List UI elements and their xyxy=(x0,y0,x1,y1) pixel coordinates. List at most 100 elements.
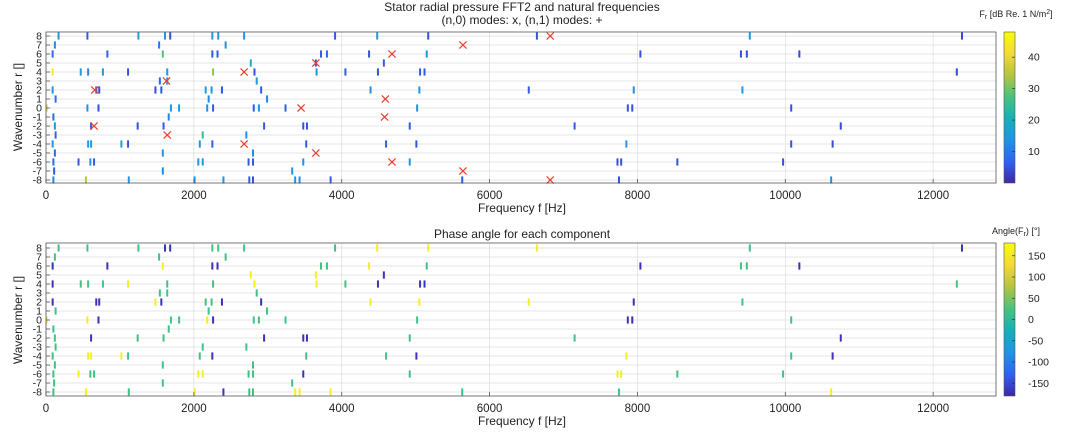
y-axis-label: Wavenumber r [] xyxy=(11,276,25,364)
y-tick-label: -1 xyxy=(33,324,42,336)
y-tick-label: 6 xyxy=(36,261,42,273)
x-tick-label: 0 xyxy=(43,403,49,415)
grid xyxy=(45,32,996,183)
y-tick-label: 8 xyxy=(36,31,42,43)
x-tick-label: 10000 xyxy=(769,403,801,415)
x-tick-labels: 0 2000 4000 6000 8000 10000 12000 xyxy=(43,179,949,202)
plot-area xyxy=(46,243,996,396)
colorbar-ticks: 10 20 30 40 xyxy=(1012,52,1040,158)
y-tick-label: 3 xyxy=(36,76,42,88)
natural-frequency-marker xyxy=(240,67,249,77)
natural-frequency-marker xyxy=(387,157,397,167)
natural-frequency-marker xyxy=(162,76,171,86)
y-tick-label: -7 xyxy=(33,166,42,178)
natural-frequency-markers xyxy=(90,31,555,185)
y-tick-label: 7 xyxy=(36,252,42,264)
x-tick-label: 6000 xyxy=(477,190,503,202)
natural-frequency-marker xyxy=(240,139,249,149)
y-tick-label: -5 xyxy=(33,360,42,372)
y-tick-label: -6 xyxy=(33,369,42,381)
colorbar-tick-label: -150 xyxy=(1028,378,1049,390)
natural-frequency-marker xyxy=(546,175,555,185)
natural-frequency-marker xyxy=(90,121,99,131)
phase-panel: Phase angle for each component 876543210… xyxy=(11,226,1049,428)
y-tick-label: 7 xyxy=(36,40,42,52)
natural-frequency-marker xyxy=(380,112,389,122)
colorbar-tick-label: -50 xyxy=(1028,335,1043,347)
y-tick-label: -7 xyxy=(33,378,42,390)
colorbar-tick-label: 100 xyxy=(1028,272,1046,284)
colorbar-tick-label: 50 xyxy=(1028,293,1040,305)
y-tick-label: -2 xyxy=(33,333,42,345)
x-tick-label: 12000 xyxy=(917,403,949,415)
y-tick-label: -3 xyxy=(33,342,42,354)
colorbar: Angle(Fr) [°] 150 100 50 0 -50 -100 -150 xyxy=(992,226,1049,397)
x-tick-label: 4000 xyxy=(329,190,355,202)
x-tick-label: 8000 xyxy=(625,403,651,415)
spectral-lines xyxy=(45,32,963,184)
chart-title: Phase angle for each component xyxy=(434,227,611,241)
x-tick-label: 4000 xyxy=(329,403,355,415)
colorbar-tick-label: 10 xyxy=(1028,146,1040,158)
y-tick-label: -4 xyxy=(33,139,42,151)
natural-frequency-marker xyxy=(458,40,467,50)
y-tick-label: -8 xyxy=(33,387,42,399)
x-tick-labels: 0 2000 4000 6000 8000 10000 12000 xyxy=(43,392,949,415)
spectral-lines xyxy=(45,244,963,396)
y-tick-label: 2 xyxy=(36,297,42,309)
y-tick-label: -2 xyxy=(33,121,42,133)
x-tick-label: 10000 xyxy=(769,190,801,202)
y-tick-label: -4 xyxy=(33,351,42,363)
y-tick-label: 8 xyxy=(36,243,42,255)
y-tick-label: -8 xyxy=(33,175,42,187)
colorbar-tick-label: 20 xyxy=(1028,115,1040,127)
y-tick-label: -6 xyxy=(33,157,42,169)
y-tick-label: -1 xyxy=(33,112,42,124)
x-tick-label: 6000 xyxy=(477,403,503,415)
x-tick-label: 8000 xyxy=(625,190,651,202)
x-tick-label: 2000 xyxy=(181,403,207,415)
y-tick-label: 2 xyxy=(36,85,42,97)
y-tick-label: -3 xyxy=(33,130,42,142)
y-tick-label: 5 xyxy=(36,58,42,70)
y-tick-label: 1 xyxy=(36,94,42,106)
colorbar-tick-label: -100 xyxy=(1028,357,1049,369)
y-tick-label: 6 xyxy=(36,49,42,61)
natural-frequency-marker xyxy=(311,148,320,158)
natural-frequency-marker xyxy=(458,166,467,176)
natural-frequency-marker xyxy=(311,58,320,68)
x-tick-label: 2000 xyxy=(181,190,207,202)
colorbar-tick-label: 40 xyxy=(1028,52,1040,64)
natural-frequency-marker xyxy=(297,103,306,113)
natural-frequency-marker xyxy=(387,49,397,59)
x-tick-label: 12000 xyxy=(917,190,949,202)
y-tick-label: 4 xyxy=(36,67,42,79)
y-tick-label: -5 xyxy=(33,148,42,160)
chart-title: Stator radial pressure FFT2 and natural … xyxy=(384,0,659,14)
natural-frequency-marker xyxy=(381,94,390,104)
colorbar-tick-label: 0 xyxy=(1028,314,1034,326)
natural-frequency-marker xyxy=(90,85,99,95)
colorbar-ticks: 150 100 50 0 -50 -100 -150 xyxy=(1012,250,1049,390)
natural-frequency-marker xyxy=(163,130,172,140)
colorbar-label: Fr [dB Re. 1 N/m2] xyxy=(979,9,1052,21)
plot-frame xyxy=(45,31,997,184)
x-axis-label: Frequency f [Hz] xyxy=(478,201,566,215)
x-axis-label: Frequency f [Hz] xyxy=(478,414,566,428)
plot-area xyxy=(46,32,996,183)
colorbar: Fr [dB Re. 1 N/m2] 10 20 30 40 xyxy=(979,9,1053,184)
y-tick-label: 0 xyxy=(36,103,42,115)
chart-subtitle: (n,0) modes: x, (n,1) modes: + xyxy=(441,13,602,27)
colorbar-tick-label: 150 xyxy=(1028,250,1046,262)
y-tick-label: 0 xyxy=(36,315,42,327)
colorbar-gradient xyxy=(1003,31,1016,184)
natural-frequency-marker xyxy=(546,31,555,41)
magnitude-panel: Stator radial pressure FFT2 and natural … xyxy=(11,0,1053,215)
y-tick-label: 1 xyxy=(36,306,42,318)
plot-frame xyxy=(45,242,997,397)
y-axis-label: Wavenumber r [] xyxy=(11,63,25,151)
colorbar-label: Angle(Fr) [°] xyxy=(992,226,1040,238)
y-tick-label: 3 xyxy=(36,288,42,300)
grid xyxy=(45,243,996,396)
